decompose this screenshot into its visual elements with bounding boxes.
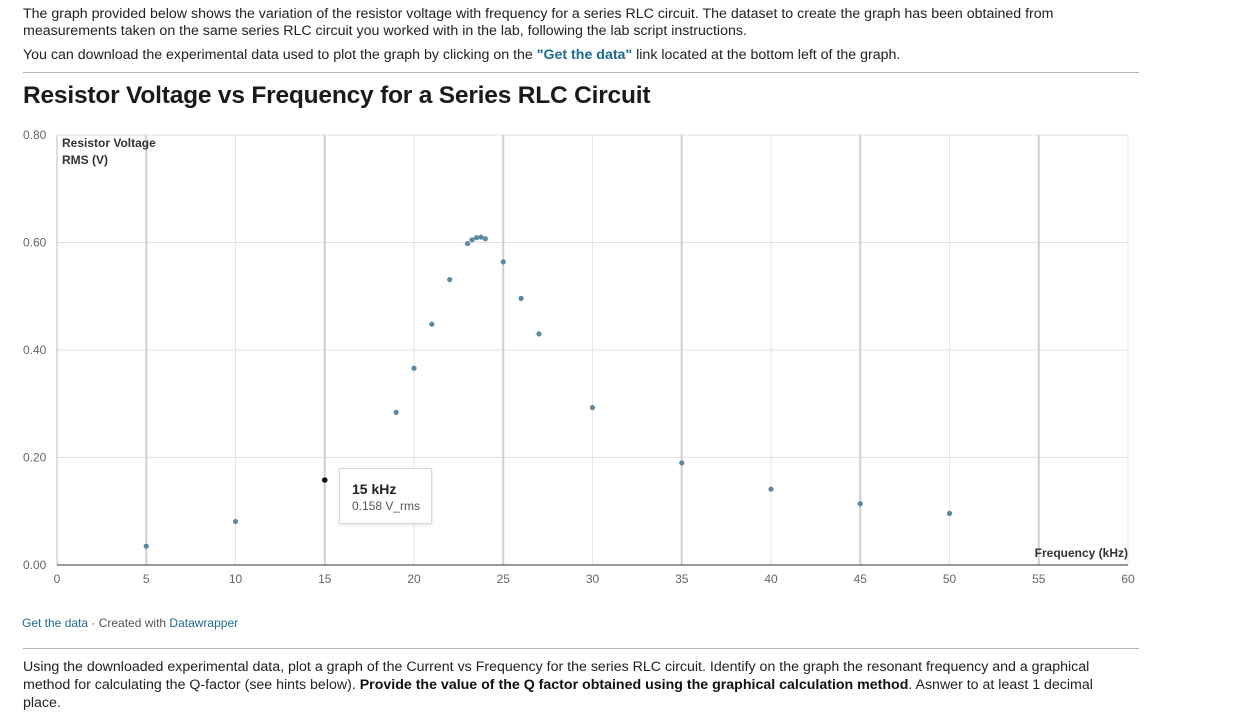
y-tick-label: 0.80 [23, 128, 47, 142]
x-tick-label: 40 [764, 572, 778, 586]
data-point [478, 234, 484, 240]
x-tick-label: 15 [318, 572, 332, 586]
get-the-data-reference: "Get the data" [536, 47, 633, 63]
data-point [536, 331, 542, 337]
question-text: Using the downloaded experimental data, … [23, 658, 1133, 712]
question-text-end: . Asnwer to at least 1 decimal place. [23, 677, 1093, 711]
highlighted-data-point [321, 476, 329, 484]
tooltip: 15 kHz 0.158 V_rms [339, 468, 432, 524]
y-axis-label-line-1: Resistor Voltage [62, 136, 156, 150]
axes: 0.00 0.20 0.40 0.60 0.80 0 5 10 15 20 25 30 35 40 45 50… [23, 128, 1135, 586]
chart-footer: Get the data · Created with Datawrapper [22, 616, 238, 630]
tooltip-value: 0.158 V_rms [352, 499, 421, 513]
question-text-start: Using the downloaded experimental data, … [23, 659, 1090, 693]
y-tick-label: 0.20 [23, 451, 47, 465]
x-tick-label: 60 [1121, 572, 1135, 586]
x-tick-label: 20 [407, 572, 421, 586]
question-emphasis: Provide the value of the Q factor obtain… [359, 677, 909, 693]
data-point [518, 295, 524, 301]
data-point [589, 404, 596, 411]
x-tick-label: 45 [854, 572, 868, 586]
y-axis-label-line-2: RMS (V) [62, 153, 108, 167]
data-point [429, 321, 435, 327]
top-divider [23, 72, 1139, 73]
x-tick-label: 0 [54, 572, 61, 586]
tooltip-title: 15 kHz [352, 481, 397, 497]
intro-paragraph-2-end: link located at the bottom left of the g… [632, 47, 901, 63]
data-point [857, 501, 863, 507]
bottom-divider [23, 648, 1139, 649]
data-point [768, 486, 774, 492]
x-tick-label: 5 [143, 572, 150, 586]
x-tick-label: 50 [943, 572, 957, 586]
data-point [500, 259, 506, 265]
data-points [143, 234, 953, 549]
get-the-data-link[interactable]: Get the data [22, 616, 89, 630]
data-point [482, 236, 488, 242]
data-point [679, 460, 685, 466]
data-point [232, 518, 239, 525]
data-point [143, 543, 149, 549]
x-tick-label: 55 [1032, 572, 1046, 586]
intro-paragraph-2: You can download the experimental data u… [23, 47, 1133, 64]
data-point [946, 510, 953, 516]
intro-text: The graph provided below shows the varia… [23, 6, 1133, 64]
y-tick-label: 0.40 [23, 343, 47, 357]
grid [57, 134, 1129, 565]
x-axis-label: Frequency (kHz) [1035, 546, 1128, 560]
data-point [473, 235, 480, 241]
intro-paragraph-1: The graph provided below shows the varia… [23, 6, 1054, 39]
data-point [464, 240, 471, 247]
scatter-chart: 0.00 0.20 0.40 0.60 0.80 0 5 10 15 20 25 30 35 40 45 50… [23, 128, 1135, 586]
datawrapper-link[interactable]: Datawrapper [169, 616, 239, 630]
y-tick-label: 0.60 [23, 236, 47, 250]
data-point [411, 365, 417, 371]
y-tick-label: 0.00 [23, 558, 47, 572]
x-tick-label: 35 [675, 572, 689, 586]
data-point [469, 237, 475, 243]
x-tick-label: 30 [586, 572, 600, 586]
intro-paragraph-2-start: You can download the experimental data u… [23, 47, 537, 63]
data-point [447, 276, 453, 283]
footer-separator: · Created with [88, 616, 170, 630]
x-tick-label: 25 [497, 572, 511, 586]
chart-title: Resistor Voltage vs Frequency for a Seri… [23, 82, 651, 109]
x-tick-label: 10 [229, 572, 243, 586]
data-point [393, 409, 399, 415]
